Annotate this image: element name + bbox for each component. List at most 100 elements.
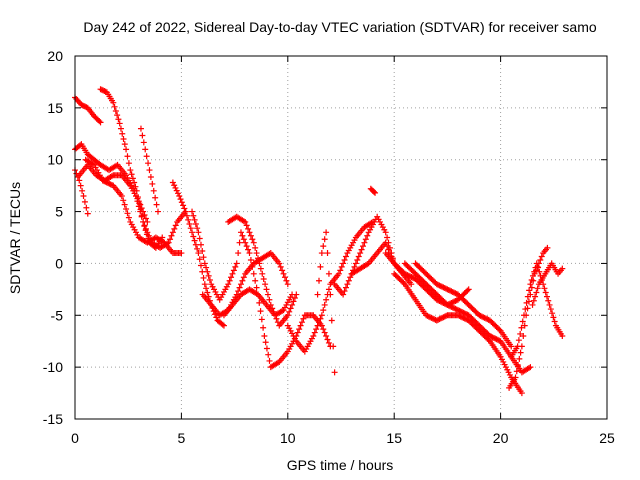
data-point (124, 210, 131, 217)
data-point (167, 236, 174, 243)
data-point (247, 256, 254, 263)
data-point (496, 326, 503, 333)
data-point (320, 326, 327, 333)
data-point (517, 349, 524, 356)
data-point (424, 312, 431, 319)
data-point (283, 277, 290, 284)
data-point (249, 236, 256, 243)
data-point (142, 225, 149, 232)
data-point (145, 232, 152, 239)
x-tick-label: 5 (178, 430, 186, 446)
data-point (385, 246, 392, 253)
data-point (447, 303, 454, 310)
data-point (428, 314, 435, 321)
data-point (239, 277, 246, 284)
data-point (171, 182, 178, 189)
data-point (317, 263, 324, 270)
y-tick-label: 0 (55, 255, 63, 271)
x-tick-labels: 0 5 10 15 20 25 (71, 430, 615, 446)
y-tick-label: -15 (43, 411, 63, 427)
data-point (144, 229, 151, 236)
data-point (284, 281, 291, 288)
data-point (125, 214, 132, 221)
data-point (117, 125, 124, 132)
data-point (201, 281, 208, 288)
data-point (284, 312, 291, 319)
data-point (524, 293, 531, 300)
data-point (203, 285, 210, 292)
data-point (321, 301, 328, 308)
data-point (135, 198, 142, 205)
data-point (289, 291, 296, 298)
data-point (460, 309, 467, 316)
data-point (347, 274, 354, 281)
data-point (204, 268, 211, 275)
data-point (199, 268, 206, 275)
series-track-14 (314, 229, 338, 376)
grid (75, 56, 607, 419)
data-point (340, 291, 347, 298)
data-point (178, 250, 185, 257)
data-point (191, 216, 198, 223)
data-point (80, 193, 87, 200)
data-point (327, 291, 334, 298)
data-point (465, 286, 472, 293)
data-point (141, 222, 148, 229)
data-point (508, 343, 515, 350)
data-point (150, 187, 157, 194)
data-point (559, 333, 566, 340)
series-track-17 (367, 185, 379, 196)
data-point (401, 270, 408, 277)
data-point (544, 244, 551, 251)
data-point (449, 288, 456, 295)
data-point (452, 290, 459, 297)
data-point (521, 322, 528, 329)
data-point (185, 216, 192, 223)
data-point (149, 180, 156, 187)
data-point (229, 270, 236, 277)
data-point (258, 316, 265, 323)
data-point (106, 180, 113, 187)
data-point (192, 221, 199, 228)
data-point (344, 281, 351, 288)
data-point (427, 314, 434, 321)
series-track-18 (382, 250, 472, 308)
data-point (119, 130, 126, 137)
data-point (435, 281, 442, 288)
data-point (550, 314, 557, 321)
data-point (449, 304, 456, 311)
data-point (107, 181, 114, 188)
data-point (243, 222, 250, 229)
data-point (287, 305, 294, 312)
data-point (146, 167, 153, 174)
data-point (189, 229, 196, 236)
data-point (243, 243, 250, 250)
data-point (190, 212, 197, 219)
data-point (433, 281, 440, 288)
data-point (190, 233, 197, 240)
data-point (437, 315, 444, 322)
data-point (355, 253, 362, 260)
data-point (316, 277, 323, 284)
data-point (103, 179, 110, 186)
data-point (482, 315, 489, 322)
data-point (323, 333, 330, 340)
data-point (489, 334, 496, 341)
data-point (237, 229, 244, 236)
data-point (533, 289, 540, 296)
data-point (384, 234, 391, 241)
data-point (256, 299, 263, 306)
data-point (323, 229, 330, 236)
data-point (382, 229, 389, 236)
data-point (493, 336, 500, 343)
data-point (407, 273, 414, 280)
data-point (518, 390, 525, 397)
data-point (239, 232, 246, 239)
data-point (176, 193, 183, 200)
series-track-7 (82, 156, 185, 257)
data-point (191, 237, 198, 244)
data-point (408, 281, 415, 288)
data-point (189, 208, 196, 215)
data-point (172, 184, 179, 191)
data-point (518, 324, 525, 331)
